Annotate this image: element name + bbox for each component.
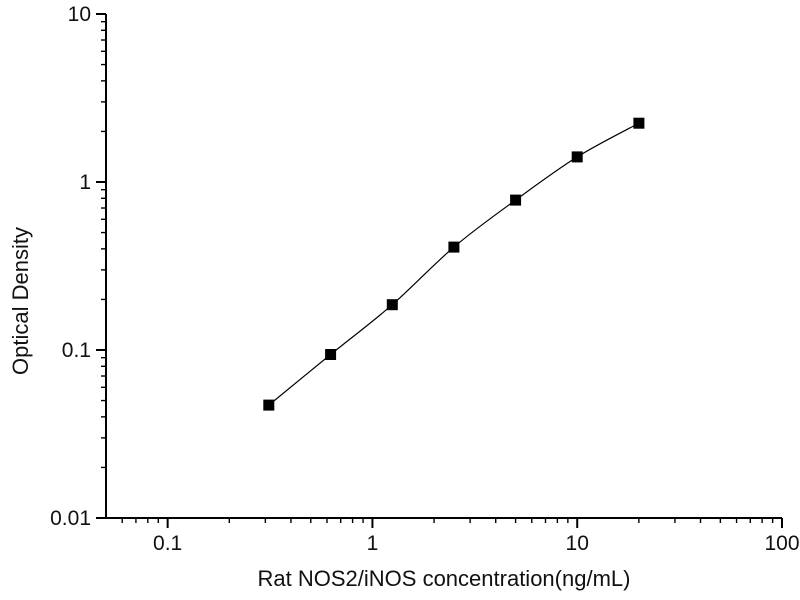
curve-line (268, 122, 640, 406)
data-series (263, 117, 645, 411)
data-point-marker (386, 299, 398, 311)
data-point-marker (263, 399, 275, 411)
axis-tick-labels: 0.1 1 10 100 0.01 0.1 1 10 (50, 3, 799, 555)
data-point-marker (448, 241, 460, 253)
x-axis-title: Rat NOS2/iNOS concentration(ng/mL) (258, 566, 631, 591)
x-tick-label: 100 (764, 532, 799, 555)
x-tick-label: 0.1 (153, 532, 182, 555)
y-tick-label: 0.1 (62, 339, 91, 362)
axis-ticks (96, 13, 783, 528)
y-axis-title: Optical Density (8, 227, 33, 375)
y-tick-label: 1 (79, 171, 91, 194)
axis-line (105, 14, 782, 519)
x-tick-label: 1 (367, 532, 379, 555)
y-tick-label: 0.01 (50, 507, 91, 530)
data-point-marker (633, 117, 645, 129)
data-point-marker (325, 349, 337, 360)
axis-lines (105, 14, 782, 519)
data-point-marker (571, 151, 583, 163)
y-tick-label: 10 (68, 3, 91, 26)
data-point-marker (510, 194, 522, 206)
x-tick-label: 10 (566, 532, 589, 555)
